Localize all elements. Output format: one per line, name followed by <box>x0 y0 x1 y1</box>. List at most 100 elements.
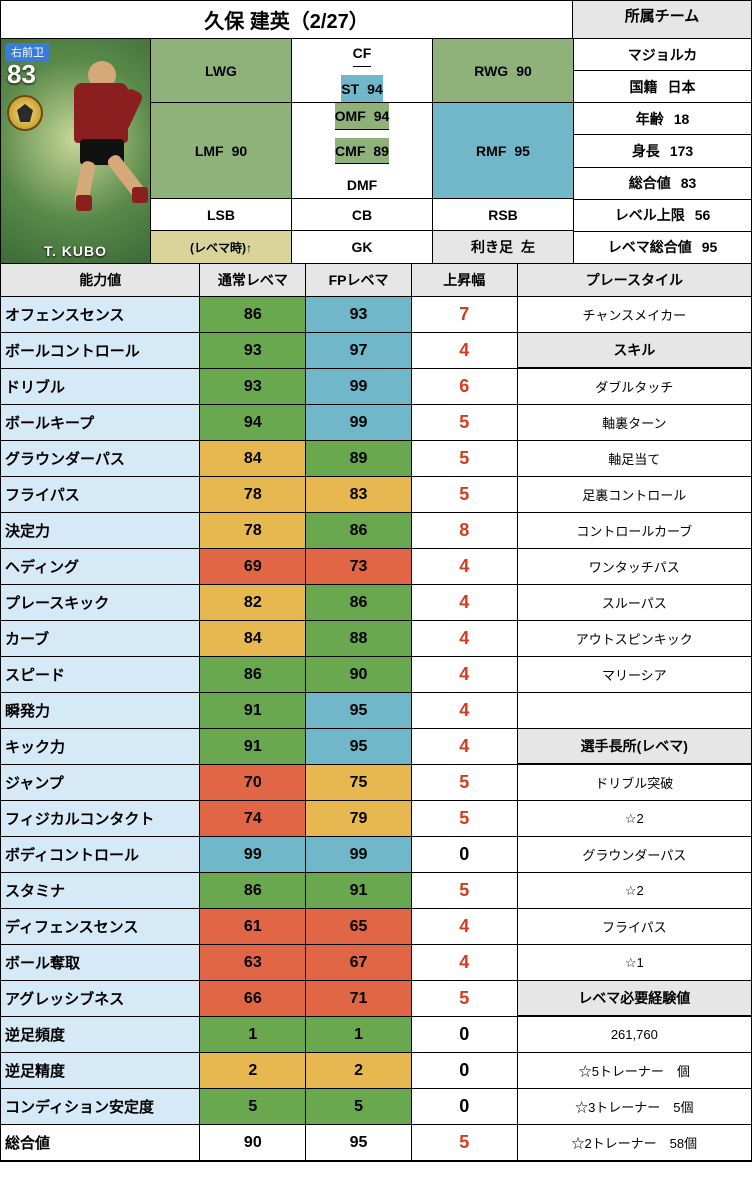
stat-name: スタミナ <box>1 873 200 908</box>
table-row: カーブ84884アウトスピンキック <box>1 621 751 657</box>
right-cell: コントロールカーブ <box>518 513 751 548</box>
pos-lmf: LMF90 <box>151 103 292 199</box>
stat-normal: 61 <box>200 909 306 944</box>
stat-name: ボールコントロール <box>1 333 200 368</box>
table-row: ヘディング69734ワンタッチパス <box>1 549 751 585</box>
right-cell: マリーシア <box>518 657 751 692</box>
right-cell: スルーパス <box>518 585 751 620</box>
pos-lsb: LSB <box>151 199 292 231</box>
section-header: レベマ必要経験値 <box>518 981 751 1016</box>
pos-st: ST94 <box>341 75 382 102</box>
stat-fp: 97 <box>306 333 412 368</box>
right-cell: ワンタッチパス <box>518 549 751 584</box>
stat-name: カーブ <box>1 621 200 656</box>
player-name: 久保 建英（2/27） <box>1 1 573 38</box>
stat-fp: 86 <box>306 585 412 620</box>
info-age: 年齢18 <box>574 103 751 135</box>
table-row: ディフェンスセンス61654フライパス <box>1 909 751 945</box>
stat-delta: 5 <box>412 981 518 1016</box>
stat-delta: 8 <box>412 513 518 548</box>
section-header: 選手長所(レベマ) <box>518 729 751 764</box>
stat-normal: 86 <box>200 657 306 692</box>
stat-delta: 0 <box>412 837 518 872</box>
table-row: フィジカルコンタクト74795☆2 <box>1 801 751 837</box>
stat-name: ボディコントロール <box>1 837 200 872</box>
team-header: 所属チーム <box>573 1 751 38</box>
stat-name: ヘディング <box>1 549 200 584</box>
stat-name: スピード <box>1 657 200 692</box>
stat-normal: 70 <box>200 765 306 800</box>
stat-delta: 4 <box>412 621 518 656</box>
stat-fp: 99 <box>306 837 412 872</box>
right-cell: 軸裏ターン <box>518 405 751 440</box>
right-cell: ☆2 <box>518 873 751 908</box>
stat-delta: 7 <box>412 297 518 332</box>
col-normal: 通常レベマ <box>200 264 306 296</box>
table-row: ボディコントロール99990グラウンダーパス <box>1 837 751 873</box>
table-row: ドリブル93996ダブルタッチ <box>1 369 751 405</box>
stat-name: フライパス <box>1 477 200 512</box>
pos-gk: GK <box>292 231 433 263</box>
pos-lwg: LWG <box>151 39 292 103</box>
stat-delta: 4 <box>412 585 518 620</box>
card-medal-icon <box>7 95 43 131</box>
table-row: 総合値90955☆2トレーナー 58個 <box>1 1125 751 1161</box>
table-row: オフェンスセンス86937チャンスメイカー <box>1 297 751 333</box>
stat-normal: 90 <box>200 1125 306 1160</box>
info-column: マジョルカ 国籍日本 年齢18 身長173 総合値83 レベル上限56 レベマ総… <box>573 39 751 263</box>
pos-cf: CF <box>353 39 372 67</box>
stat-delta: 4 <box>412 693 518 728</box>
info-overall: 総合値83 <box>574 168 751 200</box>
stat-fp: 95 <box>306 729 412 764</box>
stat-normal: 1 <box>200 1017 306 1052</box>
table-row: アグレッシブネス66715レベマ必要経験値 <box>1 981 751 1017</box>
stat-fp: 88 <box>306 621 412 656</box>
stat-normal: 5 <box>200 1089 306 1124</box>
right-cell: ☆2 <box>518 801 751 836</box>
col-delta: 上昇幅 <box>412 264 518 296</box>
stat-delta: 4 <box>412 945 518 980</box>
stat-normal: 78 <box>200 513 306 548</box>
stat-fp: 1 <box>306 1017 412 1052</box>
table-row: コンディション安定度550☆3トレーナー 5個 <box>1 1089 751 1125</box>
table-row: スピード86904マリーシア <box>1 657 751 693</box>
stat-delta: 0 <box>412 1089 518 1124</box>
stat-fp: 65 <box>306 909 412 944</box>
stat-name: 逆足精度 <box>1 1053 200 1088</box>
stat-normal: 66 <box>200 981 306 1016</box>
section-header: スキル <box>518 333 751 368</box>
stat-name: ボールキープ <box>1 405 200 440</box>
stat-normal: 82 <box>200 585 306 620</box>
player-figure-icon <box>54 61 142 211</box>
stat-fp: 71 <box>306 981 412 1016</box>
stat-normal: 99 <box>200 837 306 872</box>
stat-name: フィジカルコンタクト <box>1 801 200 836</box>
stat-fp: 73 <box>306 549 412 584</box>
stat-delta: 0 <box>412 1053 518 1088</box>
right-cell: チャンスメイカー <box>518 297 751 332</box>
stat-delta: 5 <box>412 801 518 836</box>
stat-normal: 86 <box>200 297 306 332</box>
stat-fp: 99 <box>306 405 412 440</box>
stat-name: ジャンプ <box>1 765 200 800</box>
table-row: グラウンダーパス84895軸足当て <box>1 441 751 477</box>
stat-name: プレースキック <box>1 585 200 620</box>
pos-mid-col: OMF94 CMF89 DMF <box>292 103 433 199</box>
col-fp: FPレベマ <box>306 264 412 296</box>
stat-normal: 91 <box>200 729 306 764</box>
stat-name: ボール奪取 <box>1 945 200 980</box>
stat-fp: 79 <box>306 801 412 836</box>
stat-fp: 75 <box>306 765 412 800</box>
right-cell: ☆1 <box>518 945 751 980</box>
col-playstyle: プレースタイル <box>518 264 751 296</box>
header-row: 久保 建英（2/27） 所属チーム <box>1 1 751 39</box>
stat-delta: 4 <box>412 729 518 764</box>
stat-name: オフェンスセンス <box>1 297 200 332</box>
top-block: 右前卫 83 T. KUBO LWG CF ST94 RWG90 <box>1 39 751 264</box>
stat-normal: 84 <box>200 441 306 476</box>
pos-dmf: DMF <box>347 172 377 198</box>
stat-delta: 5 <box>412 477 518 512</box>
pos-cmf: CMF89 <box>335 138 389 165</box>
table-row: 逆足頻度110261,760 <box>1 1017 751 1053</box>
info-height: 身長173 <box>574 135 751 167</box>
